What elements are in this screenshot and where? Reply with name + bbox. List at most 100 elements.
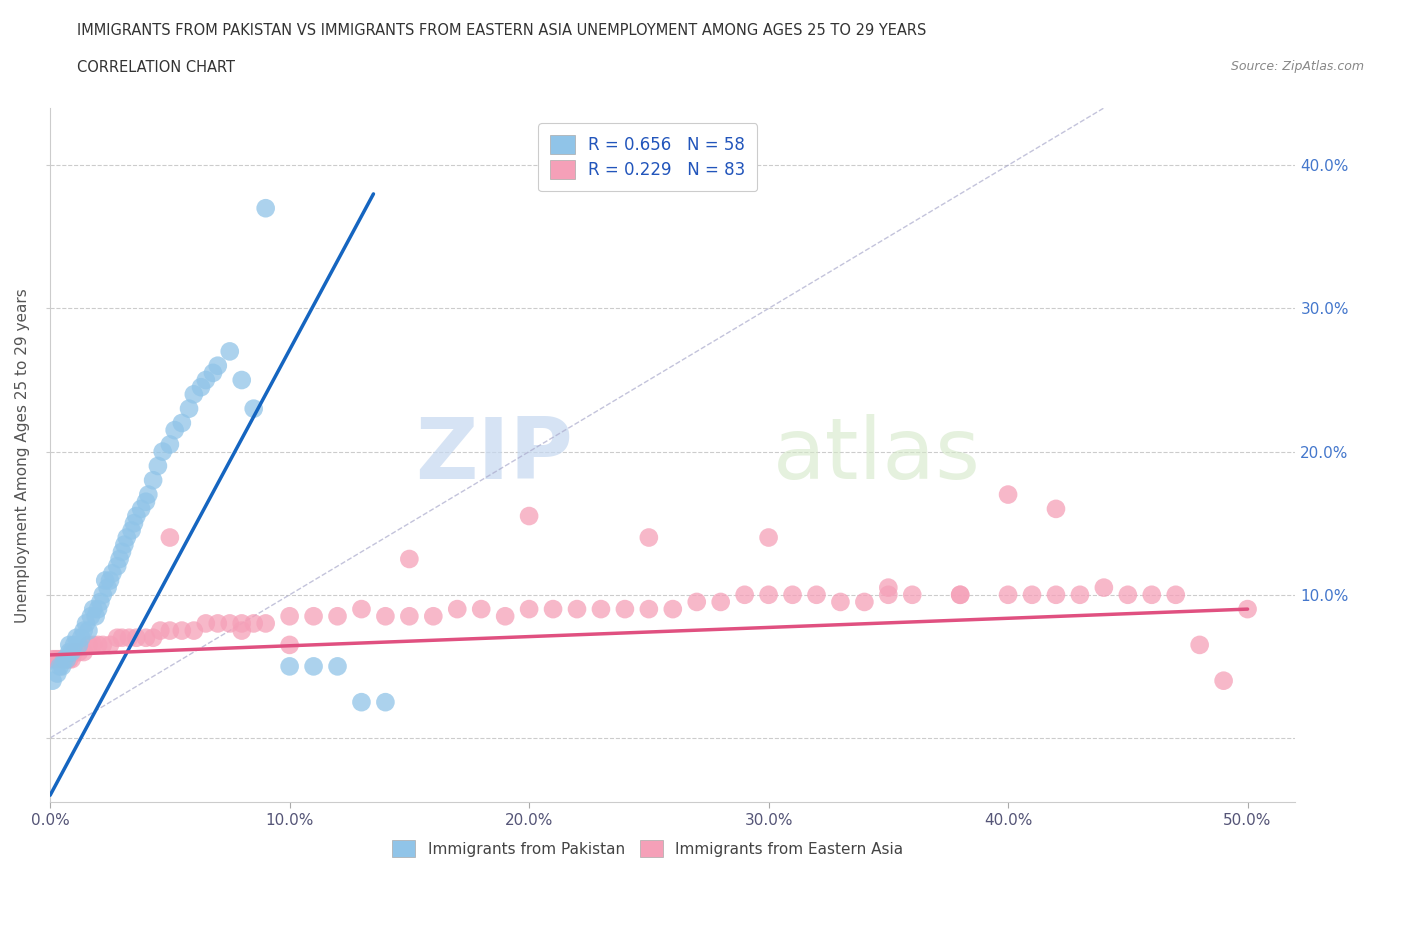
Point <box>302 609 325 624</box>
Point <box>67 644 90 659</box>
Point <box>94 573 117 588</box>
Point <box>105 631 128 645</box>
Point <box>56 652 79 667</box>
Point <box>1069 588 1091 603</box>
Point <box>190 379 212 394</box>
Point <box>194 616 217 631</box>
Point <box>1164 588 1187 603</box>
Point <box>70 631 93 645</box>
Point <box>58 652 80 667</box>
Point <box>1212 673 1234 688</box>
Point <box>1021 588 1043 603</box>
Point <box>105 559 128 574</box>
Point <box>853 594 876 609</box>
Point <box>46 666 69 681</box>
Point <box>231 616 253 631</box>
Point <box>398 609 420 624</box>
Point <box>159 530 181 545</box>
Point <box>67 637 90 652</box>
Text: IMMIGRANTS FROM PAKISTAN VS IMMIGRANTS FROM EASTERN ASIA UNEMPLOYMENT AMONG AGES: IMMIGRANTS FROM PAKISTAN VS IMMIGRANTS F… <box>77 23 927 38</box>
Point <box>637 602 659 617</box>
Point <box>122 516 145 531</box>
Text: Source: ZipAtlas.com: Source: ZipAtlas.com <box>1230 60 1364 73</box>
Text: ZIP: ZIP <box>415 414 574 497</box>
Point <box>1092 580 1115 595</box>
Point <box>254 201 277 216</box>
Point <box>159 437 181 452</box>
Point <box>997 487 1019 502</box>
Point <box>112 538 135 552</box>
Point <box>350 602 373 617</box>
Point <box>91 637 114 652</box>
Point <box>142 472 165 487</box>
Point <box>183 387 205 402</box>
Point <box>517 509 540 524</box>
Point <box>302 659 325 674</box>
Point <box>242 616 264 631</box>
Text: CORRELATION CHART: CORRELATION CHART <box>77 60 235 75</box>
Point <box>218 616 240 631</box>
Point <box>374 609 396 624</box>
Point <box>207 358 229 373</box>
Point <box>115 530 138 545</box>
Point <box>98 637 121 652</box>
Point <box>80 609 103 624</box>
Point <box>177 401 200 416</box>
Point <box>806 588 828 603</box>
Point <box>1236 602 1258 617</box>
Point <box>398 551 420 566</box>
Point <box>901 588 924 603</box>
Point <box>637 530 659 545</box>
Point <box>231 623 253 638</box>
Point <box>758 530 780 545</box>
Point <box>613 602 636 617</box>
Point <box>41 652 63 667</box>
Point <box>565 602 588 617</box>
Point <box>1188 637 1211 652</box>
Point <box>87 637 110 652</box>
Y-axis label: Unemployment Among Ages 25 to 29 years: Unemployment Among Ages 25 to 29 years <box>15 287 30 622</box>
Text: atlas: atlas <box>772 414 980 497</box>
Point <box>1116 588 1139 603</box>
Point <box>121 523 143 538</box>
Point <box>949 588 972 603</box>
Point <box>98 573 121 588</box>
Point <box>1045 501 1067 516</box>
Point <box>125 509 148 524</box>
Point <box>782 588 804 603</box>
Point <box>254 616 277 631</box>
Point <box>686 594 709 609</box>
Point <box>82 602 104 617</box>
Point <box>89 594 111 609</box>
Point <box>87 602 110 617</box>
Point <box>662 602 685 617</box>
Point <box>48 659 70 674</box>
Point <box>231 373 253 388</box>
Point <box>1140 588 1163 603</box>
Point <box>350 695 373 710</box>
Point <box>374 695 396 710</box>
Point <box>60 644 83 659</box>
Point <box>73 644 96 659</box>
Point <box>446 602 468 617</box>
Point <box>830 594 852 609</box>
Point <box>159 623 181 638</box>
Point <box>278 609 301 624</box>
Point <box>51 652 73 667</box>
Point <box>149 623 172 638</box>
Point <box>170 623 193 638</box>
Point <box>207 616 229 631</box>
Point <box>1045 588 1067 603</box>
Point <box>51 659 73 674</box>
Point <box>949 588 972 603</box>
Point <box>84 609 107 624</box>
Point <box>541 602 564 617</box>
Point <box>278 659 301 674</box>
Point <box>63 644 86 659</box>
Point <box>63 637 86 652</box>
Point <box>589 602 612 617</box>
Point <box>146 458 169 473</box>
Point <box>877 588 900 603</box>
Point <box>75 616 97 631</box>
Point <box>758 588 780 603</box>
